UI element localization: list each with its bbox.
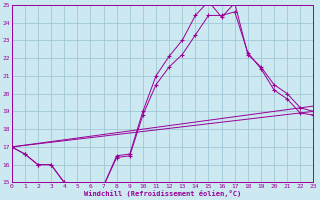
X-axis label: Windchill (Refroidissement éolien,°C): Windchill (Refroidissement éolien,°C): [84, 190, 241, 197]
